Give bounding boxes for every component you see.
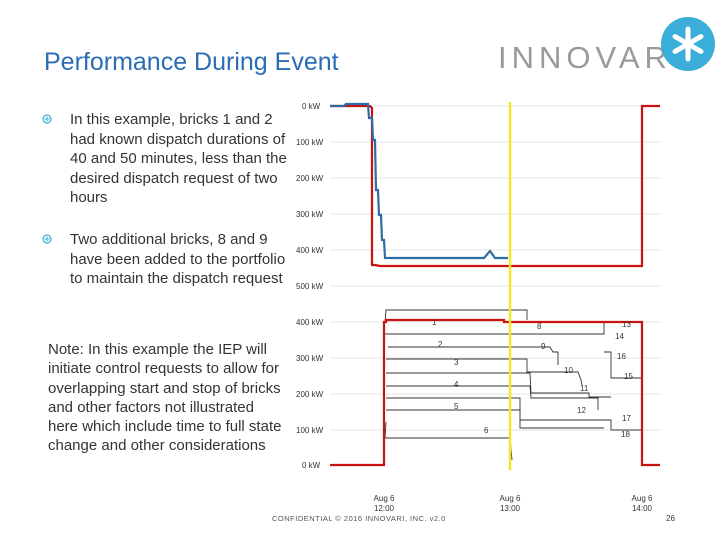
- top-y-tick-300: 300 kW: [296, 210, 324, 219]
- brick-label-8: 8: [537, 322, 542, 331]
- slide-title: Performance During Event: [44, 48, 339, 76]
- top-y-tick-100: 100 kW: [296, 138, 324, 147]
- bottom-y-tick-100: 100 kW: [296, 426, 324, 435]
- footer-confidential: CONFIDENTIAL © 2016 INNOVARI, INC. v2.0: [272, 514, 446, 523]
- brick-label-2: 2: [438, 340, 443, 349]
- top-chart-series-blue: [330, 102, 508, 260]
- x-tick-1200: Aug 6 12:00: [373, 494, 395, 513]
- brick-label-10: 10: [564, 366, 573, 375]
- brick-label-4: 4: [454, 380, 459, 389]
- bullet-marker-icon: [42, 234, 52, 244]
- bottom-y-tick-200: 200 kW: [296, 390, 324, 399]
- brick-label-9: 9: [541, 342, 546, 351]
- asterisk-logo-icon: [661, 17, 715, 71]
- bottom-y-tick-0: 0 kW: [302, 461, 321, 470]
- x-tick-1400: Aug 6 14:00: [631, 494, 653, 513]
- brick-label-16: 16: [617, 352, 626, 361]
- brick-label-11: 11: [580, 384, 589, 393]
- logo-wordmark: INNOVARI: [498, 40, 686, 75]
- bottom-chart-gridlines: [330, 321, 660, 431]
- note-text: Note: In this example the IEP will initi…: [48, 341, 282, 455]
- top-y-tick-200: 200 kW: [296, 174, 324, 183]
- brick-label-17: 17: [622, 414, 631, 423]
- bullet-2-text: Two additional bricks, 8 and 9 have been…: [70, 231, 286, 287]
- top-chart-series-red: [330, 104, 660, 268]
- top-y-tick-400: 400 kW: [296, 246, 324, 255]
- brick-stack-outlines: [384, 309, 643, 462]
- bottom-y-tick-400: 400 kW: [296, 318, 324, 327]
- bottom-chart-total-red: [330, 318, 660, 467]
- brick-label-18: 18: [621, 430, 630, 439]
- x-tick-1300: Aug 6 13:00: [499, 494, 521, 513]
- top-y-tick-0: 0 kW: [302, 102, 321, 111]
- brick-label-12: 12: [577, 406, 586, 415]
- brick-label-5: 5: [454, 402, 459, 411]
- top-y-tick-500: 500 kW: [296, 282, 324, 291]
- brick-label-13: 13: [622, 320, 631, 329]
- bullet-1-text: In this example, bricks 1 and 2 had know…: [70, 111, 287, 206]
- bottom-y-tick-300: 300 kW: [296, 354, 324, 363]
- brick-label-14: 14: [615, 332, 624, 341]
- brick-label-1: 1: [432, 318, 437, 327]
- brick-label-6: 6: [484, 426, 489, 435]
- page-number: 26: [666, 514, 675, 523]
- brick-label-3: 3: [454, 358, 459, 367]
- brick-label-15: 15: [624, 372, 633, 381]
- bullet-marker-icon: [42, 114, 52, 124]
